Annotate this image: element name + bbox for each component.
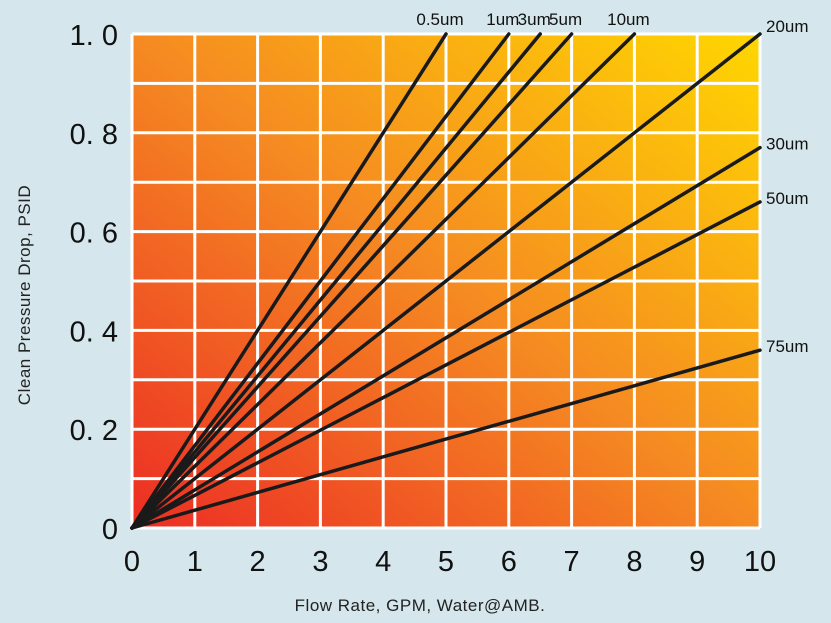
- series-line-30um: [130, 145, 762, 530]
- y-tick-label: 0. 4: [70, 316, 118, 348]
- series-line-20um: [130, 32, 762, 530]
- x-tick-label: 8: [626, 546, 642, 578]
- series-line-50um: [130, 200, 762, 530]
- y-tick-label: 1. 0: [70, 20, 118, 52]
- series-line-10um: [130, 32, 637, 530]
- series-label-30um: 30um: [766, 135, 809, 154]
- series-line-0.5um: [130, 32, 448, 530]
- x-axis-title: Flow Rate, GPM, Water@AMB.: [295, 596, 546, 615]
- series-label-3um: 3um: [518, 10, 551, 29]
- y-tick-label: 0. 8: [70, 119, 118, 151]
- series-label-75um: 75um: [766, 337, 809, 356]
- x-tick-label: 10: [744, 546, 776, 578]
- y-tick-label: 0: [102, 514, 118, 546]
- series-label-0.5um: 0.5um: [416, 10, 463, 29]
- series-line-1um: [130, 32, 511, 530]
- x-tick-label: 7: [564, 546, 580, 578]
- x-tick-label: 5: [438, 546, 454, 578]
- series-line-3um: [130, 32, 542, 530]
- y-axis-title: Clean Pressure Drop, PSID: [15, 185, 34, 405]
- series-label-10um: 10um: [607, 10, 650, 29]
- x-tick-label: 6: [501, 546, 517, 578]
- x-tick-label: 1: [187, 546, 203, 578]
- series-label-20um: 20um: [766, 17, 809, 36]
- series-label-5um: 5um: [549, 10, 582, 29]
- x-tick-label: 3: [312, 546, 328, 578]
- series-label-50um: 50um: [766, 189, 809, 208]
- x-tick-label: 0: [124, 546, 140, 578]
- y-tick-labels: 0 0. 2 0. 4 0. 6 0. 8 1. 0: [70, 20, 118, 546]
- x-tick-labels: 0 1 2 3 4 5 6 7 8 9 10: [124, 546, 776, 578]
- series-label-1um: 1um: [486, 10, 519, 29]
- series-lines: [130, 32, 762, 530]
- y-tick-label: 0. 2: [70, 415, 118, 447]
- x-tick-label: 4: [375, 546, 391, 578]
- y-tick-label: 0. 6: [70, 218, 118, 250]
- series-line-5um: [130, 32, 574, 530]
- x-tick-label: 2: [250, 546, 266, 578]
- x-tick-label: 9: [689, 546, 705, 578]
- series-line-75um: [130, 348, 762, 530]
